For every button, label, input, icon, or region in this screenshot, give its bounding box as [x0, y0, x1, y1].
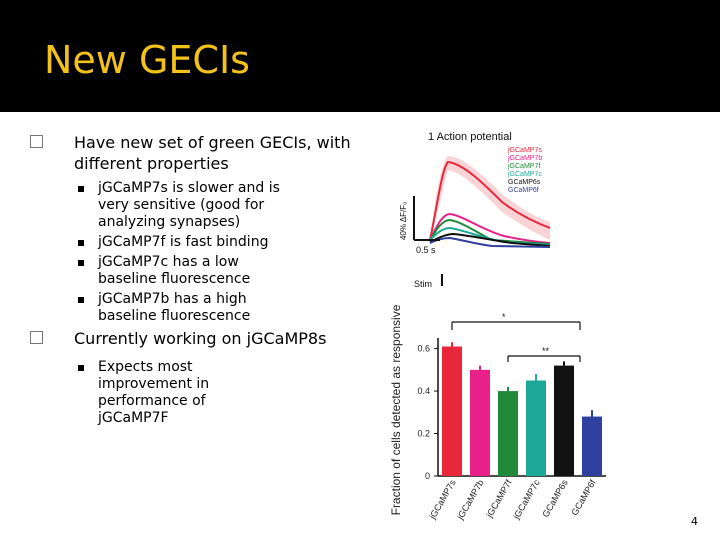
slide-title: New GECIs [44, 38, 250, 82]
sub-bullet-item: jGCaMP7c has a low baseline fluorescence [30, 254, 298, 288]
bar-jGCaMP7b [470, 369, 490, 476]
sub-bullet-item: jGCaMP7f is fast binding [30, 234, 298, 251]
sub-bullet-text: jGCaMP7c has a low baseline fluorescence [98, 254, 251, 287]
square-bullet-icon [78, 297, 84, 303]
legend-entry: jGCaMP7c [507, 171, 542, 178]
x-tick-label: GCaMP6s [540, 478, 570, 519]
bar-jGCaMP7c [526, 380, 546, 476]
bar-chart: Fraction of cells detected as responsive… [389, 304, 606, 522]
bullet-text: Have new set of green GECIs, with differ… [74, 133, 351, 173]
bar-jGCaMP7f [498, 391, 518, 476]
scale-bar-y-label: 40% ΔF/F₀ [399, 202, 408, 240]
x-tick-label: jGCaMP7s [427, 478, 458, 522]
sub-bullet-text: jGCaMP7s is slower and is very sensitive… [98, 180, 280, 230]
x-tick-label: jGCaMP7f [484, 478, 514, 520]
sub-bullet-item: jGCaMP7s is slower and is very sensitive… [30, 180, 294, 231]
trace-legend: jGCaMP7s jGCaMP7b jGCaMP7f jGCaMP7c GCaM… [507, 147, 542, 194]
trace-GCaMP6s [429, 232, 551, 247]
significance-label: ** [542, 346, 550, 356]
sub-bullet-text: Expects most improvement in performance … [98, 359, 210, 426]
sub-bullet-text: jGCaMP7f is fast binding [98, 234, 269, 250]
bullet-item: Have new set of green GECIs, with differ… [30, 132, 390, 174]
sub-bullet-item: jGCaMP7b has a high baseline fluorescenc… [30, 291, 298, 325]
bar-chart-ylabel: Fraction of cells detected as responsive [389, 304, 403, 515]
legend-entry: jGCaMP7b [507, 155, 542, 162]
square-bullet-icon [78, 365, 84, 371]
legend-entry: GCaMP6f [508, 187, 539, 194]
checkbox-bullet-icon [30, 331, 43, 344]
bullet-item: Currently working on jGCaMP8s [30, 328, 390, 349]
legend-entry: GCaMP6s [508, 179, 541, 186]
bar-jGCaMP7s [442, 346, 462, 476]
significance-label: * [502, 312, 506, 322]
trace-chart: 1 Action potential jGCaMP7s jGCaMP7b jGC… [399, 131, 551, 289]
x-tick-label: GCaMP6f [569, 478, 598, 518]
trace-jGCaMP7f [429, 218, 551, 245]
square-bullet-icon [78, 186, 84, 192]
y-tick-label: 0 [425, 471, 430, 481]
square-bullet-icon [78, 240, 84, 246]
title-band [0, 0, 720, 112]
bullet-list: Have new set of green GECIs, with differ… [30, 132, 390, 430]
scale-bar-x-label: 0.5 s [416, 245, 436, 255]
sub-bullet-text: jGCaMP7b has a high baseline fluorescenc… [98, 291, 251, 324]
bar-GCaMP6s [554, 365, 574, 476]
checkbox-bullet-icon [30, 135, 43, 148]
page-number: 4 [691, 515, 698, 528]
trace-error-band [430, 156, 550, 240]
x-tick-label: jGCaMP7b [455, 478, 486, 522]
bullet-text: Currently working on jGCaMP8s [74, 329, 327, 348]
x-tick-label: jGCaMP7c [511, 478, 542, 522]
y-tick-label: 0.4 [417, 386, 430, 396]
trace-title: 1 Action potential [428, 131, 512, 143]
sub-bullet-item: Expects most improvement in performance … [30, 359, 228, 427]
legend-entry: jGCaMP7s [507, 147, 542, 154]
square-bullet-icon [78, 260, 84, 266]
legend-entry: jGCaMP7f [507, 163, 540, 170]
bar-GCaMP6f [582, 416, 602, 476]
trace-jGCaMP7b [429, 212, 551, 244]
trace-jGCaMP7s [414, 160, 551, 241]
y-tick-label: 0.2 [417, 429, 430, 439]
stim-label: Stim [414, 279, 432, 289]
y-tick-label: 0.6 [417, 344, 430, 354]
